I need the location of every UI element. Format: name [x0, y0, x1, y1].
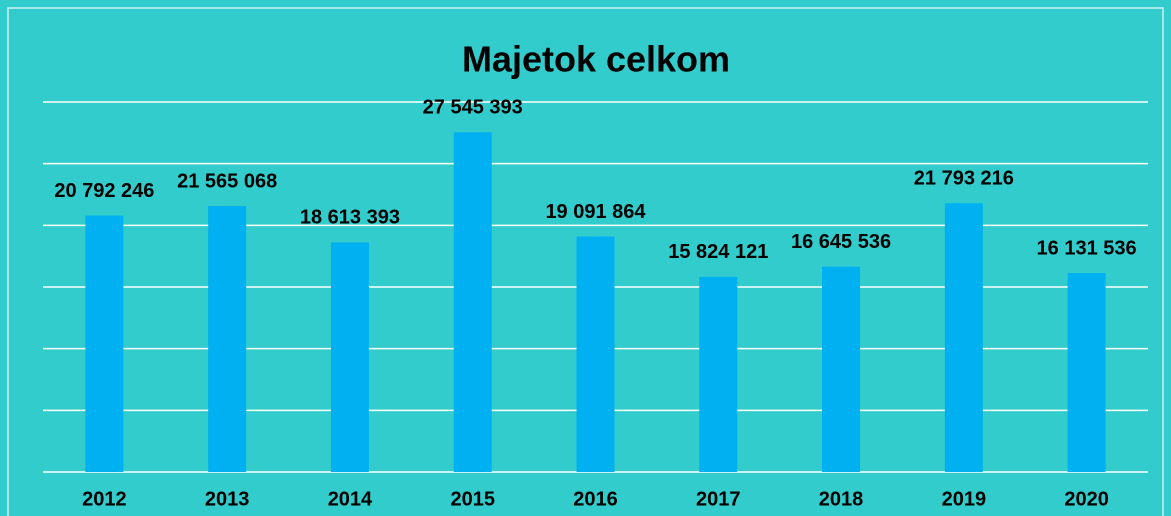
- data-label: 21 565 068: [177, 170, 277, 192]
- data-label: 21 793 216: [914, 167, 1014, 189]
- bar: [453, 132, 492, 472]
- x-tick-label: 2017: [696, 488, 741, 510]
- bar: [822, 266, 861, 472]
- data-label: 15 824 121: [668, 241, 768, 263]
- x-tick-label: 2015: [450, 488, 495, 510]
- bar: [576, 236, 615, 472]
- bar: [944, 203, 983, 473]
- data-label: 19 091 864: [545, 201, 646, 223]
- bar: [699, 276, 738, 472]
- x-tick-label: 2014: [328, 488, 373, 510]
- chart-frame: [7, 7, 1164, 516]
- x-tick-label: 2013: [205, 488, 250, 510]
- data-label: 16 131 536: [1037, 237, 1137, 259]
- x-tick-label: 2018: [819, 488, 864, 510]
- x-tick-label: 2020: [1064, 488, 1109, 510]
- bar: [330, 242, 369, 472]
- bar: [1067, 273, 1106, 472]
- data-label: 16 645 536: [791, 231, 891, 253]
- bar: [208, 206, 247, 472]
- x-tick-label: 2019: [942, 488, 987, 510]
- chart-title: Majetok celkom: [462, 39, 730, 80]
- data-label: 20 792 246: [54, 180, 154, 202]
- data-label: 18 613 393: [300, 207, 400, 229]
- x-tick-label: 2016: [573, 488, 618, 510]
- x-tick-label: 2012: [82, 488, 127, 510]
- data-label: 27 545 393: [423, 97, 523, 119]
- bar: [85, 215, 124, 472]
